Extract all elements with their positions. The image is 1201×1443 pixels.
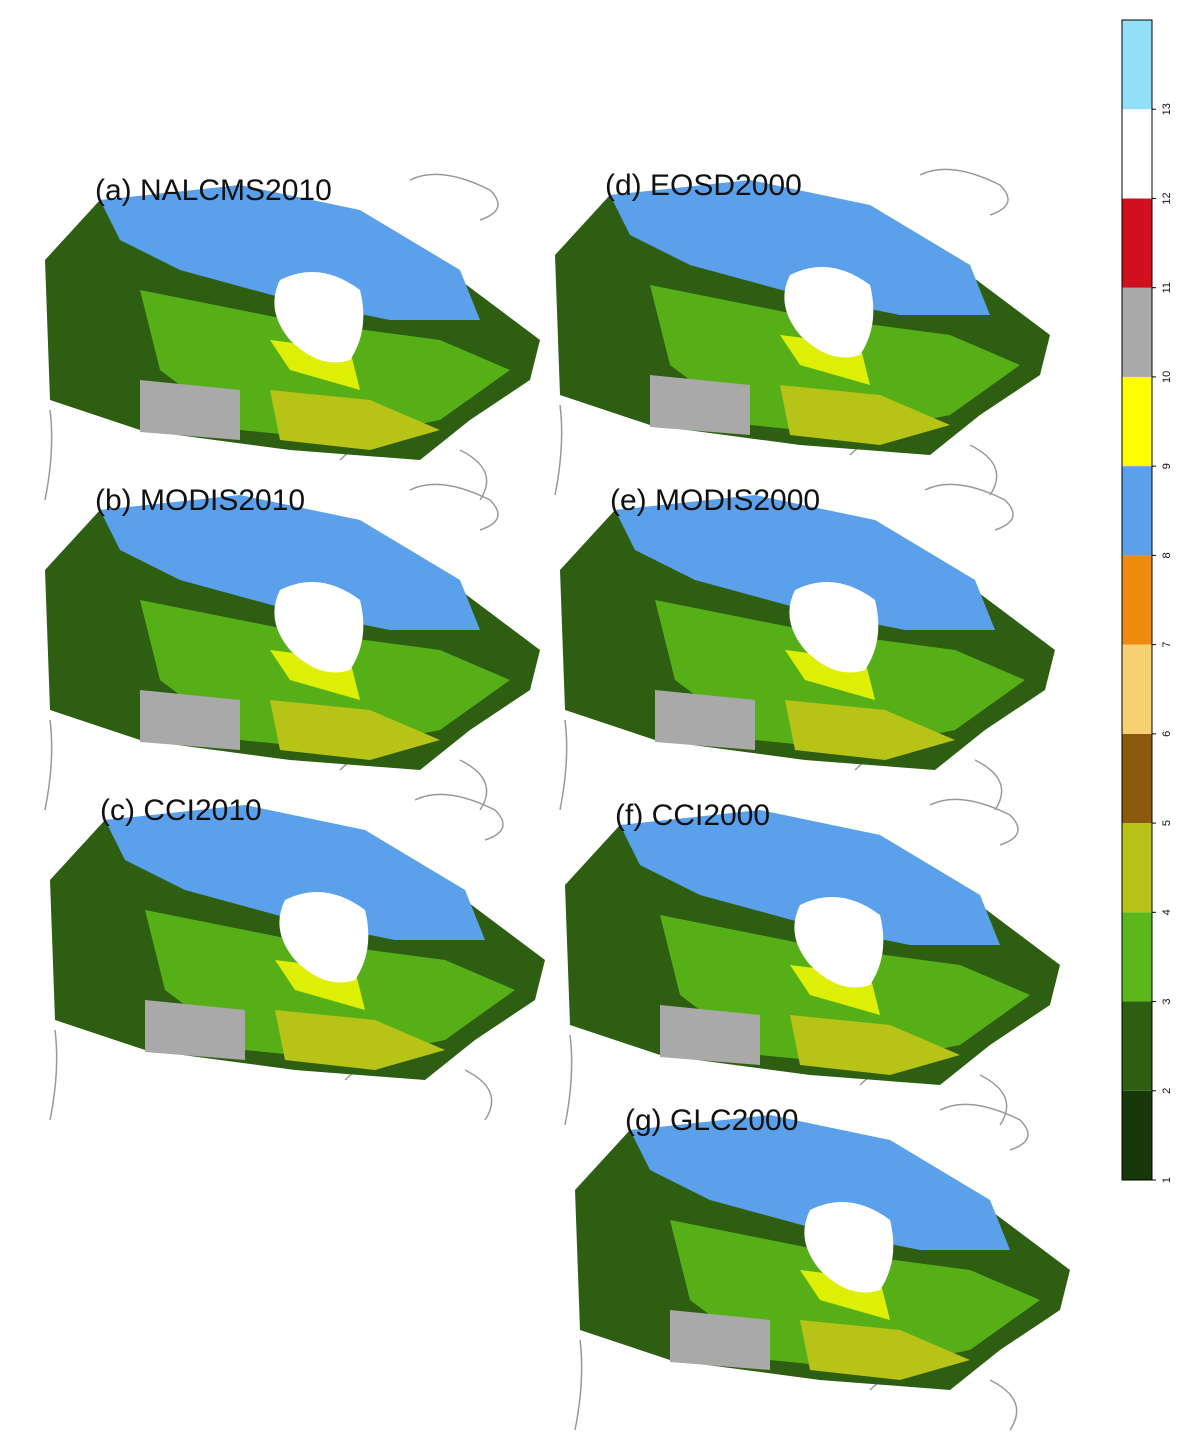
- map-panel: (a) NALCMS2010: [44, 173, 540, 501]
- panel-title: (f) CCI2000: [615, 799, 770, 832]
- land-prairie: [140, 380, 240, 440]
- land-tundra: [100, 495, 480, 630]
- legend-swatch: [1122, 198, 1152, 288]
- land-broadleaf: [790, 1015, 960, 1075]
- land-broadleaf: [275, 1010, 445, 1070]
- land-tundra: [615, 495, 995, 630]
- panel-title: (e) MODIS2000: [610, 484, 820, 517]
- land-tundra: [620, 810, 1000, 945]
- map-panel: (b) MODIS2010: [44, 483, 540, 811]
- legend-swatch: [1122, 912, 1152, 1002]
- legend-swatch: [1122, 1001, 1152, 1091]
- legend-label: 13: [1161, 103, 1173, 115]
- land-broadleaf: [780, 385, 950, 445]
- land-tundra: [105, 805, 485, 940]
- land-prairie: [670, 1310, 770, 1370]
- land-prairie: [145, 1000, 245, 1060]
- legend-label: 2: [1161, 1088, 1173, 1094]
- hudson-bay: [279, 892, 369, 983]
- hudson-bay: [794, 897, 884, 988]
- legend-label: 8: [1161, 552, 1173, 558]
- land-broadleaf: [785, 700, 955, 760]
- legend-swatch: [1122, 287, 1152, 377]
- land-broadleaf: [270, 700, 440, 760]
- land-tundra: [610, 180, 990, 315]
- legend-swatch: [1122, 555, 1152, 645]
- panel-title: (g) GLC2000: [625, 1104, 798, 1137]
- legend-swatch: [1122, 733, 1152, 824]
- land-tundra: [100, 185, 480, 320]
- land-tundra: [630, 1115, 1010, 1250]
- map-panel: (g) GLC2000: [574, 1103, 1070, 1431]
- hudson-bay: [784, 267, 874, 358]
- land-prairie: [655, 690, 755, 750]
- legend-label: 4: [1161, 909, 1173, 915]
- legend-label: 12: [1161, 192, 1173, 204]
- hudson-bay: [789, 582, 879, 673]
- panel-title: (c) CCI2010: [100, 794, 262, 827]
- legend-swatch: [1122, 20, 1152, 110]
- legend-label: 6: [1161, 731, 1173, 737]
- land-prairie: [650, 375, 750, 435]
- legend-swatch: [1122, 823, 1152, 913]
- legend-label: 5: [1161, 820, 1173, 826]
- legend-swatch: [1122, 1090, 1152, 1180]
- hudson-bay: [274, 582, 364, 673]
- map-panel: (d) EOSD2000: [554, 168, 1050, 496]
- panel-title: (a) NALCMS2010: [95, 174, 332, 207]
- legend-swatch: [1122, 644, 1152, 734]
- map-panel: (f) CCI2000: [564, 798, 1060, 1126]
- legend-swatch: [1122, 376, 1152, 467]
- legend-swatch: [1122, 466, 1152, 556]
- land-prairie: [140, 690, 240, 750]
- legend-frame: [1121, 19, 1153, 1181]
- land-broadleaf: [800, 1320, 970, 1380]
- legend-label: 10: [1161, 371, 1173, 383]
- legend-label: 3: [1161, 998, 1173, 1004]
- legend-swatch: [1122, 109, 1152, 199]
- legend-label: 11: [1161, 282, 1173, 293]
- map-panel: (c) CCI2010: [49, 793, 545, 1121]
- land-prairie: [660, 1005, 760, 1065]
- land-broadleaf: [270, 390, 440, 450]
- legend-label: 7: [1161, 642, 1173, 648]
- panel-title: (d) EOSD2000: [605, 169, 802, 202]
- map-panel: (e) MODIS2000: [559, 483, 1055, 811]
- legend-label: 9: [1161, 463, 1173, 469]
- hudson-bay: [274, 272, 364, 363]
- hudson-bay: [804, 1202, 894, 1293]
- panel-title: (b) MODIS2010: [95, 484, 305, 517]
- legend-label: 1: [1161, 1177, 1173, 1183]
